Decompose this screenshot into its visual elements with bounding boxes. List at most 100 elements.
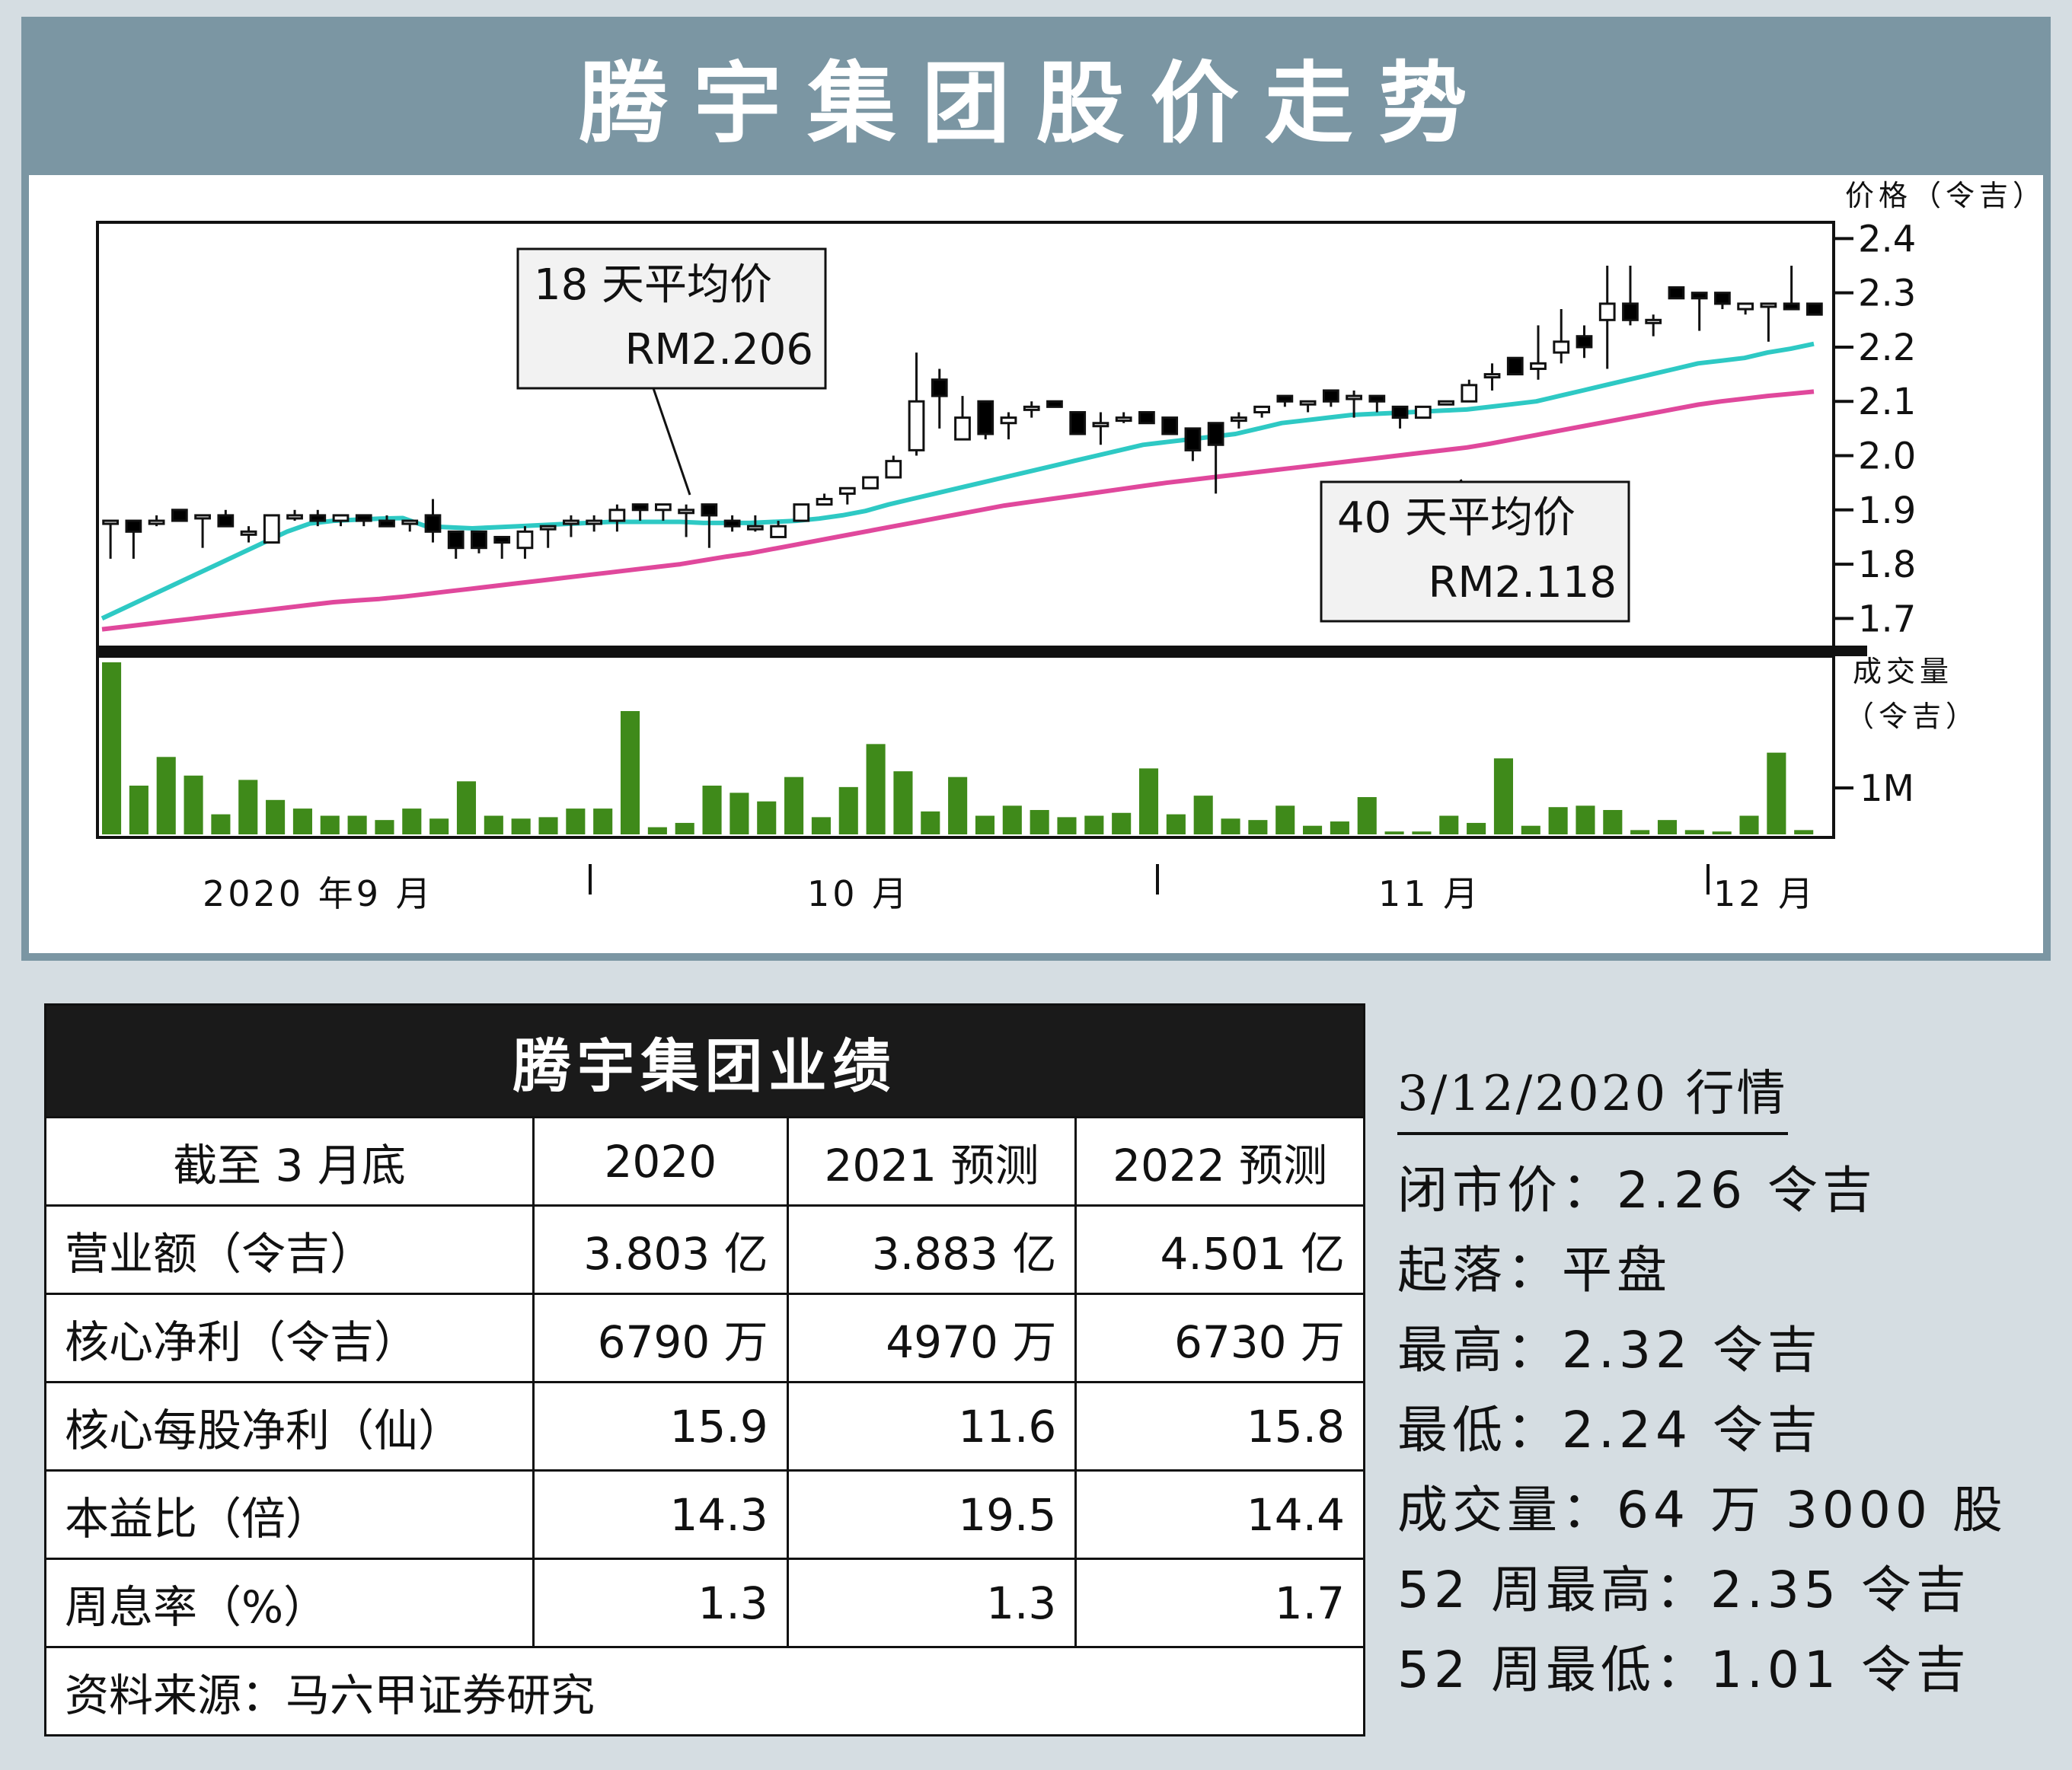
- volume-bar: [1576, 805, 1595, 834]
- quote-close: 闭市价：2.26 令吉: [1397, 1161, 1877, 1220]
- volume-bar: [102, 662, 122, 834]
- volume-bar: [1521, 825, 1540, 834]
- volume-bar: [292, 808, 312, 834]
- cell-2021: 1.3: [786, 1558, 1078, 1648]
- volume-bar: [1248, 820, 1268, 834]
- candle-body: [631, 503, 649, 512]
- candle: [977, 400, 994, 440]
- candle-body: [217, 514, 235, 528]
- price-tick-label: 2.1: [1858, 381, 1916, 423]
- candle-body: [240, 530, 257, 536]
- candle: [678, 504, 694, 537]
- candle: [885, 455, 902, 479]
- candle: [332, 514, 350, 527]
- ma18-callout-box: [516, 247, 827, 390]
- candle: [931, 368, 948, 429]
- candle-body: [908, 400, 925, 451]
- candle: [1092, 412, 1109, 445]
- candle: [1299, 400, 1317, 413]
- volume-bar: [620, 711, 640, 834]
- candle: [424, 499, 442, 543]
- volume-plot-frame: [96, 655, 1835, 839]
- candle: [471, 530, 487, 553]
- candle-body: [1368, 394, 1386, 403]
- candle-body: [447, 530, 465, 550]
- candle: [631, 503, 649, 521]
- price-tick-label: 1.8: [1858, 544, 1916, 586]
- candle-body: [1276, 394, 1294, 403]
- volume-bar: [184, 775, 203, 834]
- candle: [701, 503, 718, 548]
- candle: [608, 504, 626, 532]
- candle-body: [516, 530, 534, 550]
- candle-body: [1690, 292, 1708, 300]
- cell-2022: 4.501 亿: [1074, 1204, 1365, 1295]
- volume-bar: [838, 786, 858, 834]
- cell-2021: 4970 万: [786, 1293, 1078, 1383]
- candle: [171, 509, 188, 522]
- candlesticks: [102, 266, 1823, 559]
- candle-body: [401, 519, 419, 525]
- chart-area: 2.4 2.3 2.2 2.1 2.0 1.9 1.8 1.7 价格（令吉） 成交量 （令吉）…: [29, 175, 2043, 953]
- ma40-callout-box: [1320, 480, 1630, 623]
- candle: [378, 515, 395, 528]
- candle: [723, 515, 741, 532]
- volume-bar: [1303, 825, 1323, 834]
- candle-body: [1760, 302, 1777, 308]
- candle: [1690, 292, 1708, 331]
- candle-body: [148, 519, 165, 525]
- candle: [1000, 412, 1017, 440]
- candle-body: [1483, 373, 1501, 379]
- candle: [1645, 314, 1662, 336]
- volume-bar: [975, 815, 995, 834]
- cell-2021: 19.5: [786, 1469, 1078, 1560]
- candle-body: [125, 519, 142, 533]
- cell-2021: 3.883 亿: [786, 1204, 1078, 1295]
- volume-bar: [647, 827, 667, 834]
- candle-body: [539, 525, 557, 531]
- candle-body: [1391, 405, 1409, 419]
- candle-body: [770, 525, 787, 538]
- candle: [194, 514, 211, 548]
- candle: [816, 493, 833, 506]
- volume-bar: [402, 808, 422, 834]
- month-label-sep: 2020 年9 月: [203, 873, 434, 914]
- quote-high: 最高：2.32 令吉: [1397, 1321, 1822, 1379]
- candle-body: [194, 514, 211, 520]
- chart-title: 腾宇集团股价走势: [21, 17, 2051, 175]
- cell-2022: 1.7: [1074, 1558, 1365, 1648]
- volume-bar: [1002, 805, 1022, 834]
- candle: [1506, 356, 1524, 376]
- candle: [263, 514, 280, 544]
- volume-bar: [538, 817, 558, 834]
- candle-body: [862, 476, 879, 490]
- candle-body: [471, 530, 487, 550]
- volume-bar: [429, 818, 449, 834]
- header-2022: 2022 预测: [1074, 1116, 1365, 1207]
- cell-2020: 3.803 亿: [532, 1204, 789, 1295]
- table-row: 资料来源：马六甲证券研究: [44, 1646, 1365, 1737]
- candle-body: [1115, 416, 1132, 423]
- volume-bar: [730, 793, 749, 834]
- candle: [1046, 400, 1063, 408]
- candle: [309, 509, 327, 527]
- volume-bar: [1603, 809, 1623, 834]
- candle-body: [1506, 356, 1524, 376]
- candle: [1760, 302, 1777, 342]
- candle-body: [309, 514, 327, 522]
- volume-bar: [211, 814, 231, 834]
- volume-bar: [1739, 815, 1759, 834]
- candle: [1553, 309, 1570, 364]
- volume-axis-label-2: （令吉）: [1845, 700, 1979, 733]
- candle-body: [1000, 416, 1017, 425]
- quote-52w-low: 52 周最低：1.01 令吉: [1397, 1641, 1971, 1699]
- volume-bar: [1493, 758, 1513, 834]
- volume-bar: [1030, 809, 1049, 834]
- table-row: 核心每股净利（仙） 15.9 11.6 15.8: [44, 1381, 1365, 1472]
- month-label-dec: 12 月: [1713, 873, 1816, 914]
- candle-body: [1322, 389, 1339, 403]
- volume-bar: [1767, 752, 1786, 834]
- candle: [746, 515, 764, 532]
- quote-change: 起落：平盘: [1397, 1241, 1671, 1300]
- price-axis-ticks: 2.4 2.3 2.2 2.1 2.0 1.9 1.8 1.7: [1834, 218, 1916, 640]
